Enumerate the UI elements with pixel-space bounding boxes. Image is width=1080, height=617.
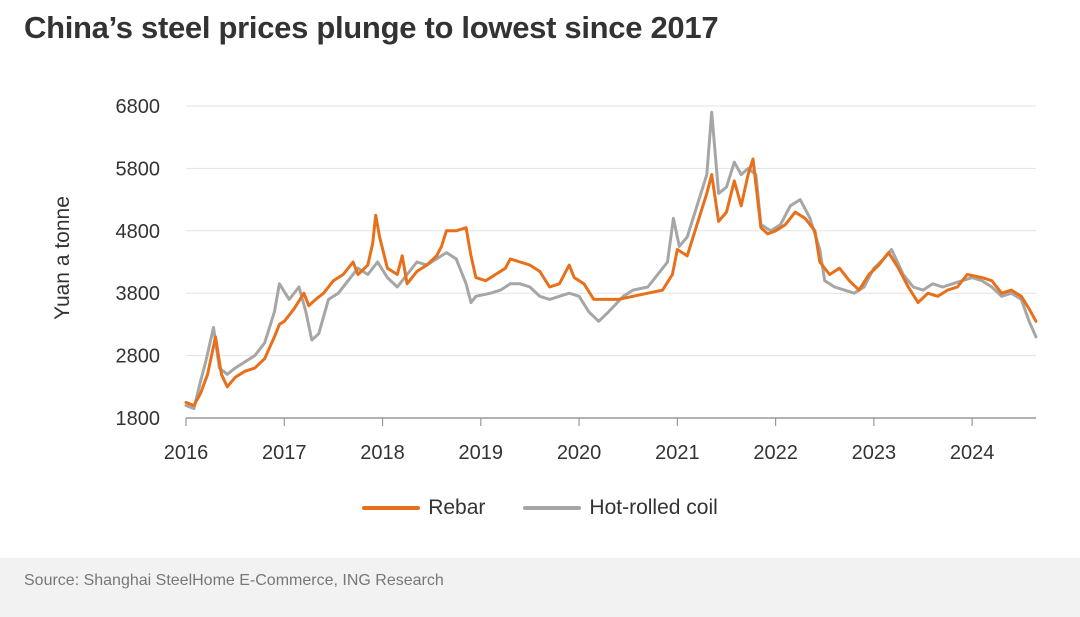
y-tick-label: 3800 [116, 283, 161, 305]
x-tick-label: 2020 [557, 442, 602, 464]
x-axis-ticks: 2016 2017 2018 2019 2020 2021 2022 2023 2024 [164, 418, 995, 464]
x-tick-label: 2016 [164, 442, 209, 464]
x-tick-label: 2021 [655, 442, 700, 464]
legend: Rebar Hot-rolled coil [0, 496, 1080, 520]
series-lines [184, 110, 1038, 411]
legend-item-hot-rolled-coil: Hot-rolled coil [523, 496, 718, 520]
y-tick-label: 6800 [116, 96, 161, 118]
legend-label-hot-rolled-coil: Hot-rolled coil [589, 496, 718, 519]
y-tick-label: 4800 [116, 221, 161, 243]
y-axis-ticks: 6800 5800 4800 3800 2800 1800 [116, 96, 161, 430]
footer: Source: Shanghai SteelHome E-Commerce, I… [0, 558, 1080, 617]
gridlines [186, 105, 1036, 419]
legend-swatch-rebar [362, 506, 421, 510]
y-tick-label: 1800 [116, 408, 161, 430]
y-tick-label: 2800 [116, 346, 161, 368]
series-line-rebar [184, 157, 1038, 407]
chart-title: China’s steel prices plunge to lowest si… [24, 10, 719, 45]
x-tick-label: 2017 [262, 442, 307, 464]
x-tick-label: 2024 [950, 442, 995, 464]
x-tick-label: 2019 [459, 442, 504, 464]
x-tick-label: 2022 [753, 442, 798, 464]
legend-item-rebar: Rebar [362, 496, 485, 520]
legend-swatch-hot-rolled-coil [523, 506, 582, 510]
y-tick-label: 5800 [116, 158, 161, 180]
series-line-hot-rolled-coil [184, 110, 1038, 411]
x-tick-label: 2018 [360, 442, 405, 464]
x-tick-label: 2023 [852, 442, 897, 464]
legend-label-rebar: Rebar [428, 496, 486, 519]
source-note: Source: Shanghai SteelHome E-Commerce, I… [24, 572, 444, 589]
